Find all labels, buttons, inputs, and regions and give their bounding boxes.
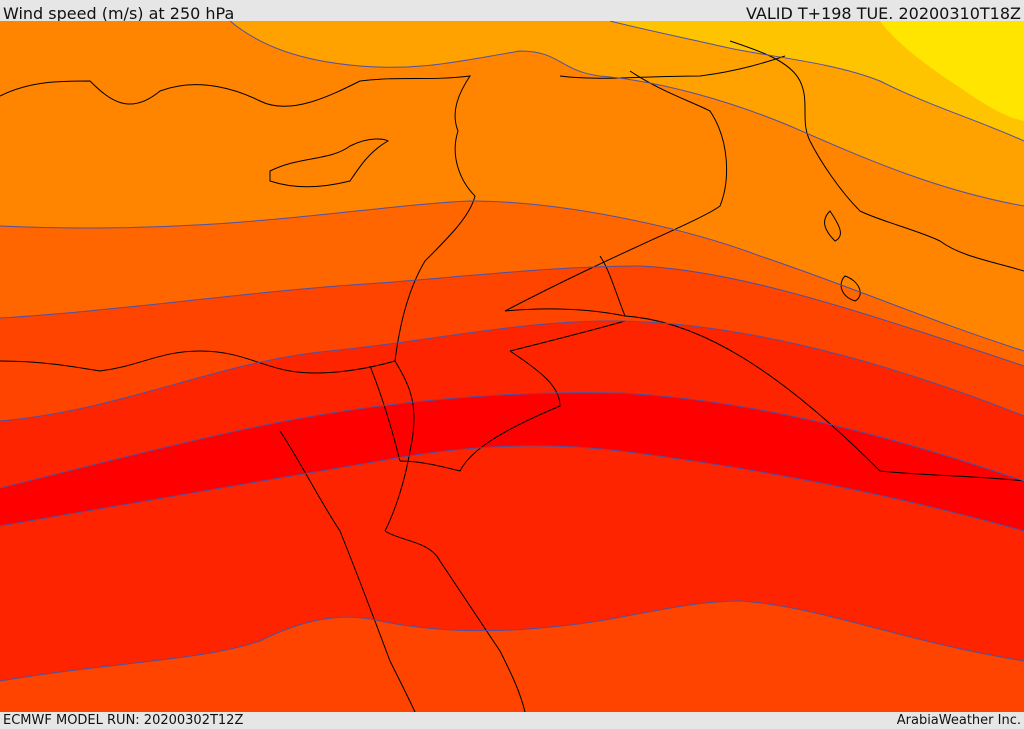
valid-time-label: VALID T+198 TUE. 20200310T18Z xyxy=(745,4,1021,23)
map-canvas xyxy=(0,21,1024,712)
map-title: Wind speed (m/s) at 250 hPa xyxy=(3,4,235,23)
speed-band-0 xyxy=(880,21,1024,121)
credit-label: ArabiaWeather Inc. xyxy=(896,713,1021,728)
model-run-label: ECMWF MODEL RUN: 20200302T12Z xyxy=(3,713,244,728)
speed-band-2 xyxy=(230,21,1024,206)
wind-speed-map[interactable] xyxy=(0,21,1024,712)
footer-bar xyxy=(0,712,1024,729)
speed-band-6b xyxy=(0,601,1024,712)
header-bar xyxy=(0,0,1024,21)
coastlines xyxy=(0,40,1024,712)
isotach-contours xyxy=(0,21,1024,682)
